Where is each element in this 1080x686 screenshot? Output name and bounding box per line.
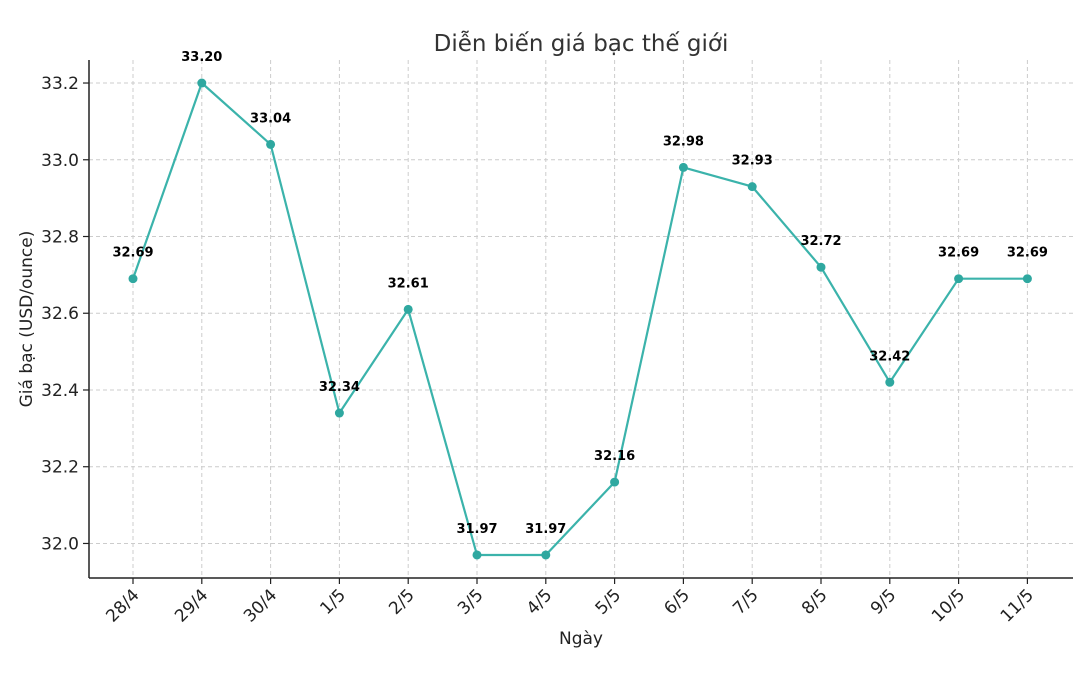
y-tick-label: 32.8 [41, 228, 79, 248]
x-tick-label: 10/5 [928, 585, 969, 626]
y-axis-label: Giá bạc (USD/ounce) [17, 231, 37, 408]
series [128, 78, 1032, 560]
x-tick-label: 9/5 [867, 585, 900, 618]
x-tick-label: 29/4 [171, 585, 212, 626]
data-point [954, 274, 964, 284]
data-label: 33.04 [250, 111, 291, 126]
data-point [816, 262, 826, 272]
y-tick-label: 32.2 [41, 458, 79, 478]
x-tick-label: 5/5 [592, 585, 625, 618]
data-label: 32.61 [388, 276, 429, 291]
data-point [1022, 274, 1032, 284]
y-tick-label: 33.0 [41, 151, 79, 171]
x-tick-label: 6/5 [660, 585, 693, 618]
data-label: 32.16 [594, 449, 635, 464]
data-label: 31.97 [525, 522, 566, 537]
series-line [131, 81, 1028, 557]
x-tick-label: 1/5 [316, 585, 349, 618]
data-label: 32.34 [319, 380, 360, 395]
data-labels: 32.69 33.20 33.04 32.34 32.61 31.97 31.97 32.16… [112, 50, 1048, 537]
data-point [266, 139, 276, 149]
data-label: 32.72 [800, 234, 841, 249]
grid [89, 60, 1073, 578]
data-point [678, 162, 688, 172]
chart-title: Diễn biến giá bạc thế giới [434, 29, 729, 57]
data-point [610, 477, 620, 487]
data-point [334, 408, 344, 418]
data-label: 32.69 [1007, 246, 1048, 261]
data-point [403, 304, 413, 314]
y-tick-label: 32.0 [41, 534, 79, 554]
x-ticks: 28/4 29/4 30/4 1/5 2/5 3/5 4/5 5/5 6/5 7/5 8/5 9/5 1… [102, 578, 1038, 627]
x-axis-label: Ngày [559, 629, 603, 649]
x-tick-label: 30/4 [240, 585, 281, 626]
x-tick-label: 28/4 [102, 585, 143, 626]
axes [88, 60, 1073, 579]
data-label: 32.42 [869, 349, 910, 364]
data-label: 32.69 [112, 246, 153, 261]
x-tick-label: 8/5 [798, 585, 831, 618]
data-point [197, 78, 207, 88]
y-tick-label: 32.4 [41, 381, 79, 401]
data-point [885, 377, 895, 387]
x-tick-label: 4/5 [523, 585, 556, 618]
x-tick-label: 3/5 [454, 585, 487, 618]
y-tick-label: 32.6 [41, 304, 79, 324]
data-point [747, 182, 757, 192]
data-label: 32.93 [732, 154, 773, 169]
x-tick-label: 7/5 [729, 585, 762, 618]
data-label: 32.69 [938, 246, 979, 261]
y-ticks: 32.0 32.2 32.4 32.6 32.8 33.0 33.2 [41, 74, 89, 554]
data-label: 33.20 [181, 50, 222, 65]
y-tick-label: 33.2 [41, 74, 79, 94]
x-tick-label: 2/5 [385, 585, 418, 618]
data-label: 31.97 [456, 522, 497, 537]
x-tick-label: 11/5 [997, 585, 1038, 626]
data-point [472, 550, 482, 560]
data-point [541, 550, 551, 560]
data-point [128, 274, 138, 284]
data-label: 32.98 [663, 134, 704, 149]
